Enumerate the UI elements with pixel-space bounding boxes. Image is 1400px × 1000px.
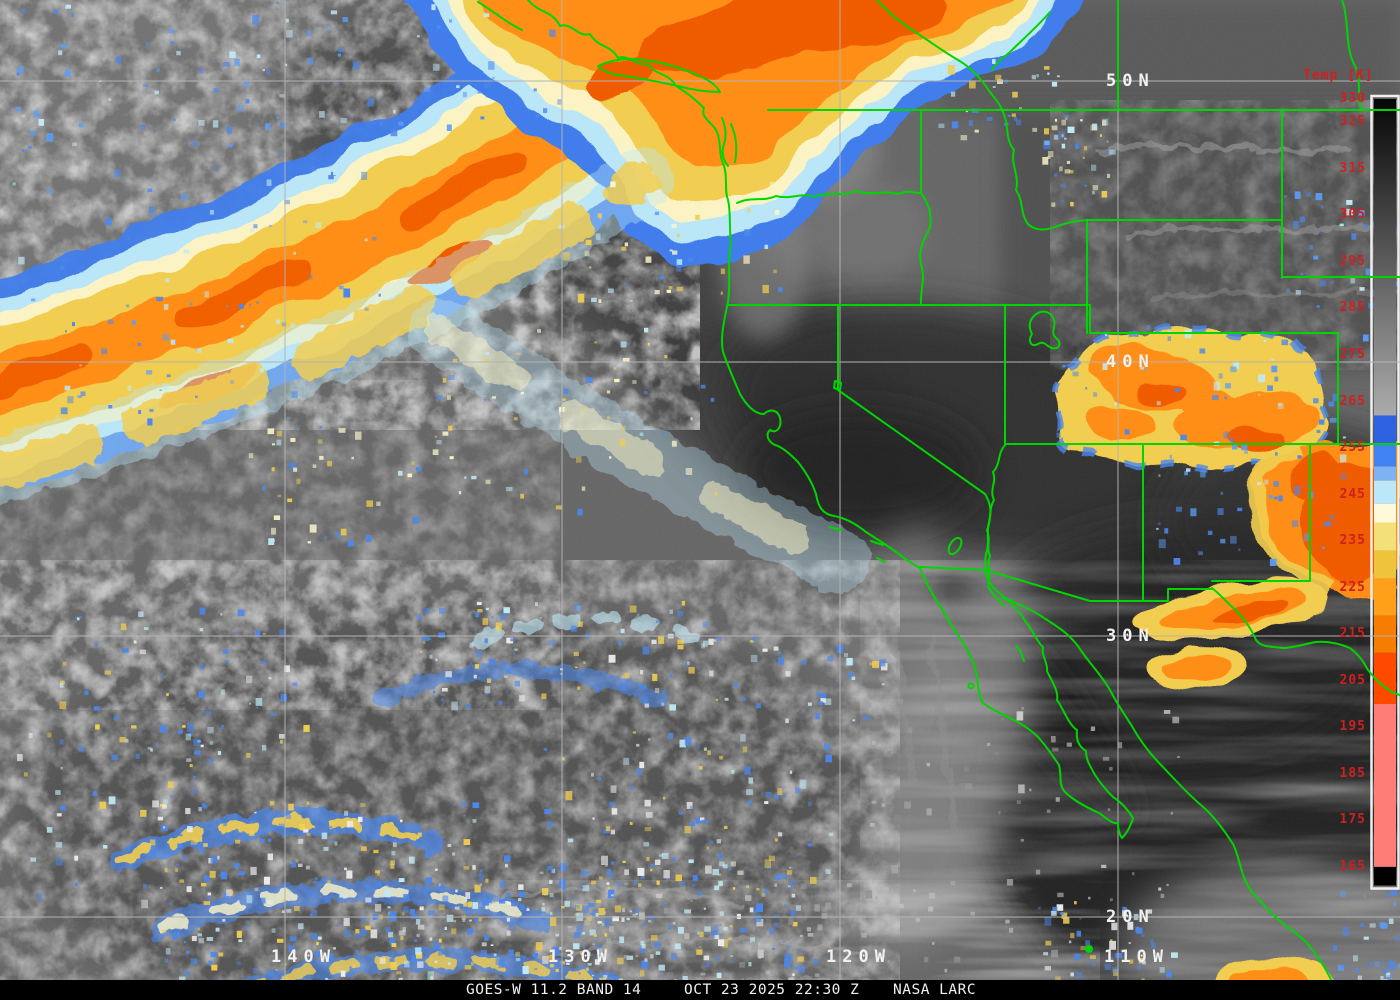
river-sk <box>1341 0 1363 111</box>
islas-marias <box>1085 945 1093 953</box>
border-or-id <box>919 192 932 306</box>
puget-sound <box>721 117 738 167</box>
channel-islands <box>828 526 886 563</box>
coastline-bc-islands <box>477 1 523 31</box>
temperature-colorbar <box>1370 94 1400 890</box>
baja-peninsula <box>919 567 1134 839</box>
caption-credit: NASA LARC <box>893 982 977 998</box>
border-us-mexico <box>919 566 1213 602</box>
columbia-river <box>736 190 922 204</box>
salton-sea <box>947 536 963 556</box>
border-bc-alberta <box>876 0 1051 111</box>
great-salt-lake <box>1028 310 1061 350</box>
isla-cedros <box>967 682 975 690</box>
map-overlay <box>477 0 1400 1000</box>
rio-grande <box>1211 587 1400 697</box>
colorado-river <box>986 444 1006 607</box>
caption-bar: GOES-W 11.2 BAND 14 OCT 23 2025 22:30 Z … <box>0 980 1400 1000</box>
coastline-west <box>527 0 921 569</box>
border-id-mt <box>1001 109 1088 231</box>
vancouver-island <box>597 57 721 93</box>
caption-datetime: OCT 23 2025 22:30 Z <box>684 982 860 998</box>
lake-tahoe <box>833 380 842 391</box>
coastline-sonora <box>1001 597 1340 1000</box>
caption-product: GOES-W 11.2 BAND 14 <box>466 982 642 998</box>
border-nm-tx <box>1211 443 1311 582</box>
gulf-islands <box>1015 645 1025 662</box>
